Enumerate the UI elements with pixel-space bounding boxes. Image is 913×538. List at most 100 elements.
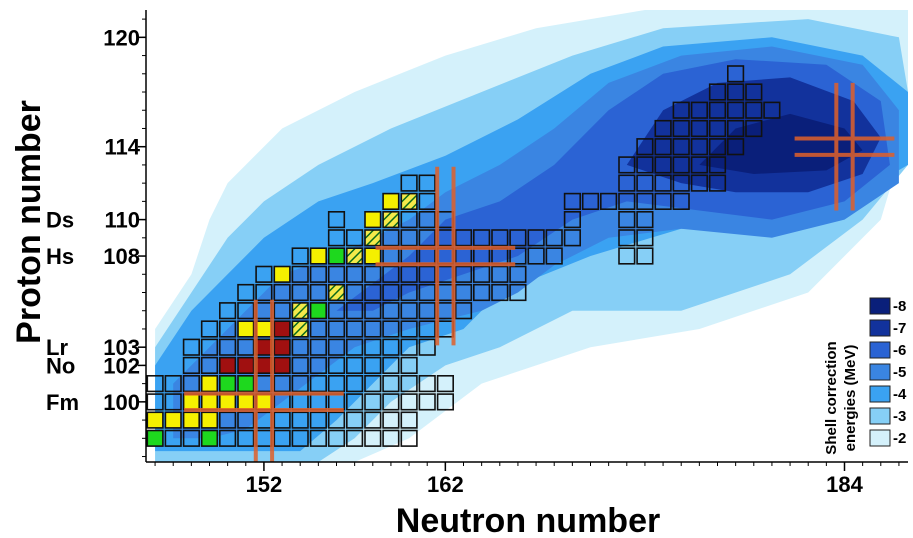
nuclide-cell: [345, 302, 364, 320]
magic-cross: [794, 82, 895, 211]
nuclide-cell: [636, 174, 654, 192]
x-axis-title: Neutron number: [396, 502, 660, 538]
nuclide-cell: [491, 283, 509, 302]
nuclide-cell: [563, 229, 581, 247]
nuclide-cell: [364, 229, 382, 247]
nuclide-cell: [345, 265, 364, 283]
nuclide-cell: [563, 192, 581, 211]
nuclide-cell: [654, 138, 672, 156]
nuclide-cell: [327, 247, 346, 265]
nuclide-cell: [255, 283, 273, 302]
nuclide-cell: [255, 320, 273, 338]
nuclide-cell: [672, 174, 690, 192]
nuclide-cell: [237, 429, 255, 447]
nuclide-cell: [654, 192, 672, 211]
nuclide-cell: [690, 156, 708, 174]
nuclide-cell: [672, 119, 690, 138]
nuclide-cell: [418, 374, 436, 393]
nuclide-cell: [345, 356, 364, 375]
nuclide-cell: [690, 119, 708, 138]
nuclide-cell: [291, 411, 309, 429]
y-tick-label: 108: [103, 244, 140, 269]
nuclide-cell: [273, 374, 291, 393]
nuclide-cell: [364, 374, 382, 393]
nuclide-cell: [382, 211, 400, 229]
nuclide-cell: [364, 283, 382, 302]
nuclide-cell: [418, 393, 436, 411]
nuclide-cell: [182, 356, 201, 375]
nuclide-cell: [491, 229, 509, 247]
element-label: Hs: [46, 244, 74, 269]
nuclide-cell: [309, 411, 328, 429]
nuclide-cell: [382, 338, 400, 356]
nuclide-cell: [618, 156, 636, 174]
nuclide-cell: [672, 156, 690, 174]
nuclide-cell: [182, 393, 201, 411]
nuclide-cell: [364, 211, 382, 229]
nuclide-cell: [636, 211, 654, 229]
nuclide-cell: [400, 320, 418, 338]
nuclide-cell: [763, 101, 781, 119]
nuclide-cell: [146, 429, 164, 447]
nuclide-cell: [418, 192, 436, 211]
nuclide-cell: [454, 302, 473, 320]
nuclide-cell: [327, 320, 346, 338]
nuclide-cell: [382, 229, 400, 247]
legend-title-line2: energies (MeV): [842, 345, 859, 452]
nuclide-cell: [364, 265, 382, 283]
nuclide-cell: [327, 283, 346, 302]
nuclide-cell: [708, 101, 727, 119]
nuclide-cell: [309, 247, 328, 265]
legend-swatch: [869, 363, 891, 381]
nuclide-cell: [618, 247, 636, 265]
nuclide-cell: [327, 302, 346, 320]
nuclide-cell: [327, 374, 346, 393]
nuclide-cell: [400, 265, 418, 283]
nuclide-cell: [382, 192, 400, 211]
legend-label: -7: [893, 320, 906, 337]
nuclide-cell: [400, 229, 418, 247]
nuclide-cell: [309, 320, 328, 338]
nuclide-cell: [745, 101, 763, 119]
nuclide-cell: [309, 356, 328, 375]
nuclide-cell: [418, 283, 436, 302]
nuclide-cell: [382, 265, 400, 283]
nuclide-cell: [636, 138, 654, 156]
y-axis-title: Proton number: [10, 100, 48, 344]
nuclide-cell: [618, 211, 636, 229]
nuclide-cell: [219, 320, 237, 338]
nuclide-cell: [581, 192, 600, 211]
nuclide-cell: [182, 374, 201, 393]
nuclide-cell: [636, 192, 654, 211]
y-tick-label: 110: [105, 208, 141, 233]
legend: Shell correction energies (MeV) -8 -7 -6 -5…: [823, 297, 907, 455]
nuclide-cell: [164, 411, 182, 429]
nuclide-cell: [726, 138, 745, 156]
nuclide-cell: [491, 265, 509, 283]
nuclide-cell: [509, 229, 527, 247]
nuclide-cell: [273, 302, 291, 320]
nuclide-cell: [726, 101, 745, 119]
nuclide-cell: [345, 247, 364, 265]
nuclide-cell: [654, 174, 672, 192]
nuclide-cell: [509, 247, 527, 265]
nuclide-cell: [563, 211, 581, 229]
nuclide-cell: [382, 374, 400, 393]
nuclide-cell: [708, 174, 727, 192]
nuclide-cell: [726, 65, 745, 83]
nuclide-cell: [164, 374, 182, 393]
nuclide-cell: [291, 356, 309, 375]
y-ticks: 120 114 110 Ds 108 Hs 103 Lr 102 No 100 Fm: [46, 18, 146, 458]
nuclide-cell: [327, 338, 346, 356]
x-ticks: 152 162 184: [154, 462, 900, 497]
axes: [145, 10, 908, 463]
nuclide-cell: [418, 320, 436, 338]
nuclide-cell: [345, 229, 364, 247]
x-tick-label: 152: [246, 472, 283, 497]
nuclide-cell: [345, 320, 364, 338]
nuclide-cell: [309, 338, 328, 356]
nuclide-cell: [273, 429, 291, 447]
legend-label: -2: [893, 430, 906, 447]
nuclide-cell: [418, 265, 436, 283]
nuclide-cell: [726, 119, 745, 138]
